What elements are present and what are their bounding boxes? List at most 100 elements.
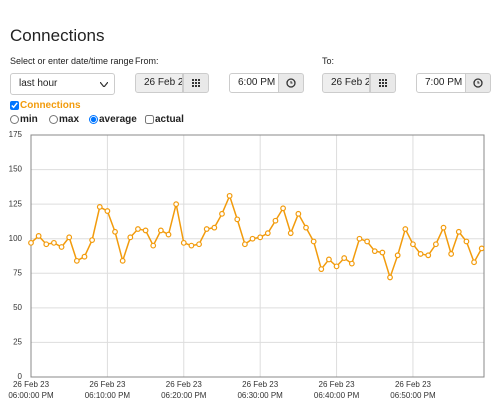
y-tick-label: 150 <box>9 165 23 174</box>
data-point <box>73 257 80 264</box>
data-point <box>341 255 348 261</box>
data-point <box>211 224 218 231</box>
mode-label: max <box>59 114 80 125</box>
data-point <box>326 256 332 263</box>
data-point <box>440 224 447 231</box>
mode-option[interactable]: min <box>10 114 38 125</box>
y-tick-label: 25 <box>13 338 22 347</box>
data-point <box>203 226 210 232</box>
data-point <box>234 216 241 223</box>
x-tick-date: 26 Feb 23 <box>166 380 203 389</box>
data-point <box>96 204 103 210</box>
data-point <box>43 241 50 248</box>
mode-option[interactable]: max <box>49 114 79 125</box>
data-point <box>410 241 416 248</box>
data-point <box>165 231 172 238</box>
mode-radio[interactable] <box>10 115 19 124</box>
y-tick-label: 0 <box>18 372 23 381</box>
calendar-icon <box>379 79 387 87</box>
data-point <box>318 266 325 273</box>
data-point <box>471 259 477 266</box>
to-date[interactable]: 26 Feb 2 <box>322 73 370 93</box>
data-point <box>66 234 73 241</box>
x-tick-date: 26 Feb 23 <box>89 380 126 389</box>
y-tick-label: 100 <box>9 234 23 243</box>
series-toggle[interactable]: Connections <box>10 100 81 111</box>
mode-checkbox[interactable] <box>145 115 154 124</box>
data-point <box>112 228 118 235</box>
y-tick-label: 125 <box>9 199 23 208</box>
clock-icon <box>473 78 483 88</box>
data-point <box>196 241 202 248</box>
from-time[interactable]: 6:00 PM <box>229 73 279 93</box>
range-label: Select or enter date/time range <box>10 56 134 66</box>
data-point <box>379 249 386 256</box>
to-label: To: <box>322 56 335 66</box>
y-tick-label: 175 <box>9 130 23 139</box>
mode-option[interactable]: actual <box>145 114 184 125</box>
clock-button[interactable] <box>465 73 491 93</box>
mode-label: actual <box>155 114 184 125</box>
mode-label: average <box>99 114 137 125</box>
data-point <box>463 238 470 245</box>
data-point <box>364 238 371 245</box>
data-point <box>135 226 141 232</box>
data-point <box>28 239 34 246</box>
data-point <box>150 242 157 249</box>
data-point <box>478 245 485 252</box>
data-point <box>104 208 111 214</box>
data-point <box>51 239 57 246</box>
dropdown-arrow <box>100 82 108 87</box>
range-value: last hour <box>19 78 58 89</box>
data-point <box>348 260 355 267</box>
data-point <box>287 230 294 237</box>
data-point <box>333 263 340 270</box>
x-tick-label: 06:20:00 PM <box>161 391 207 400</box>
data-point <box>226 192 233 199</box>
data-point <box>432 241 439 248</box>
mode-radio[interactable] <box>49 115 58 124</box>
x-tick-date: 26 Feb 23 <box>319 380 356 389</box>
data-point <box>394 252 401 259</box>
clock-button[interactable] <box>278 73 304 93</box>
mode-option[interactable]: average <box>89 114 137 125</box>
data-point <box>295 210 302 217</box>
x-tick-label: 06:00:00 PM <box>8 391 54 400</box>
x-tick-label: 06:10:00 PM <box>85 391 131 400</box>
data-point <box>356 235 363 242</box>
data-point <box>448 251 455 257</box>
mode-radio[interactable] <box>89 115 98 124</box>
data-point <box>272 217 279 224</box>
series-checkbox[interactable] <box>10 101 19 110</box>
data-point <box>257 234 264 241</box>
from-label: From: <box>135 56 159 66</box>
data-point <box>157 227 164 234</box>
data-point <box>387 274 393 281</box>
x-tick-date: 26 Feb 23 <box>13 380 50 389</box>
data-point <box>402 226 409 232</box>
x-tick-date: 26 Feb 23 <box>395 380 432 389</box>
calendar-button[interactable] <box>183 73 209 93</box>
data-point <box>142 227 149 234</box>
data-point <box>303 224 309 231</box>
chart: 0 25 50 75 100 125 150 175 26 Feb 23 06:00:00 PM 2… <box>8 130 485 400</box>
clock-icon <box>286 78 296 88</box>
data-point <box>89 237 96 243</box>
data-point <box>127 234 134 241</box>
data-point <box>417 251 424 257</box>
calendar-button[interactable] <box>370 73 396 93</box>
x-tick-label: 06:30:00 PM <box>237 391 283 400</box>
range-select[interactable]: last hour <box>10 73 115 95</box>
data-point <box>371 248 378 255</box>
data-point <box>188 242 195 249</box>
x-tick-label: 06:40:00 PM <box>314 391 360 400</box>
data-point <box>219 210 225 217</box>
y-tick-label: 75 <box>13 268 22 277</box>
to-time[interactable]: 7:00 PM <box>416 73 466 93</box>
page-title: Connections <box>10 26 105 45</box>
from-date[interactable]: 26 Feb 2 <box>135 73 183 93</box>
data-point <box>180 239 187 246</box>
data-point <box>310 238 317 245</box>
data-point <box>35 233 42 239</box>
